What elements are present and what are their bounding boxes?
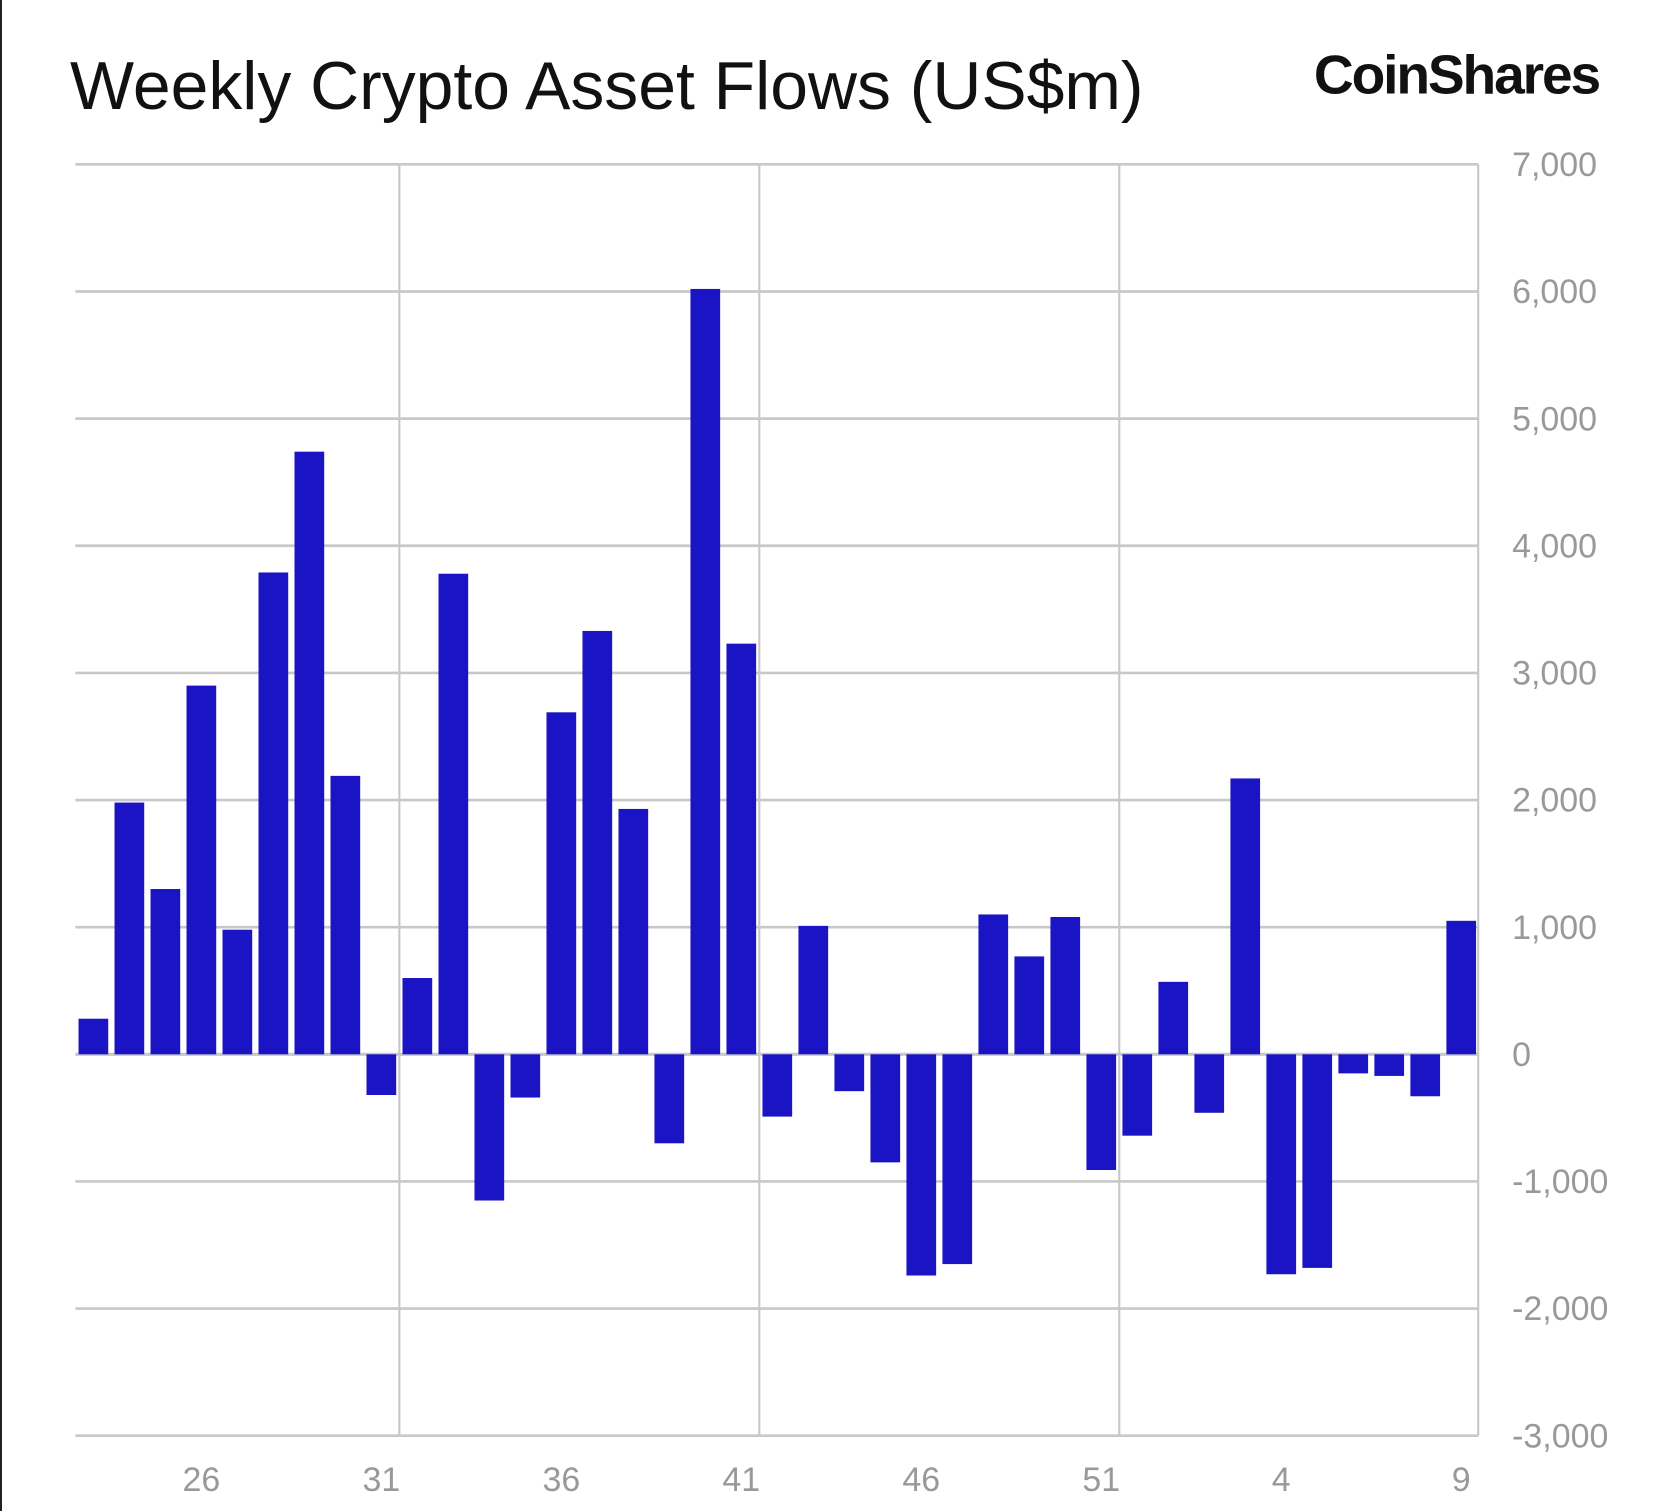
x-tick-label: 26 [182,1461,220,1499]
bar-week-31 [366,1054,397,1095]
x-tick-label: 41 [722,1461,760,1499]
bar-week-27 [222,929,253,1055]
y-tick-label: -3,000 [1512,1417,1608,1455]
chart-title: Weekly Crypto Asset Flows (US$m) [70,49,1143,124]
bar-week-33 [438,573,469,1055]
y-tick-label: 7,000 [1512,146,1597,184]
x-tick-label: 4 [1272,1461,1291,1499]
y-tick-label: 5,000 [1512,400,1597,438]
bar-week-36 [546,712,577,1055]
y-tick-label: 0 [1512,1036,1531,1074]
bar-week-9 [1446,920,1477,1055]
bar-week-24 [114,802,145,1055]
bar-week-41 [726,643,757,1055]
bar-week-40 [690,288,721,1055]
bar-week-43 [798,925,829,1055]
bar-week-51 [1086,1054,1117,1171]
bar-week-29 [294,451,325,1055]
bar-week-42 [762,1054,793,1117]
y-tick-label: -2,000 [1512,1290,1608,1328]
bar-week-23 [78,1018,109,1055]
x-tick-label: 31 [362,1461,400,1499]
y-tick-label: -1,000 [1512,1163,1608,1201]
x-tick-label: 9 [1452,1461,1471,1499]
bar-week-25 [150,889,181,1055]
bar-week-47 [942,1054,973,1265]
bar-week-26 [186,685,217,1055]
bar-week-48 [978,914,1009,1055]
x-tick-label: 36 [542,1461,580,1499]
coinshares-logo: CoinShares [1314,43,1600,105]
bar-week-45 [870,1054,901,1163]
bar-week-32 [402,978,433,1055]
bar-week-5 [1302,1054,1333,1268]
bar-week-46 [906,1054,937,1276]
y-tick-label: 3,000 [1512,655,1597,693]
bar-week-39 [654,1054,685,1144]
bar-week-38 [618,808,649,1055]
bar-week-49 [1014,956,1045,1055]
bar-week-50 [1050,916,1081,1055]
y-tick-label: 6,000 [1512,273,1597,311]
bar-week-2 [1194,1054,1225,1113]
bar-week-30 [330,775,361,1055]
x-tick-label: 51 [1082,1461,1120,1499]
y-tick-label: 2,000 [1512,782,1597,820]
y-tick-label: 4,000 [1512,527,1597,565]
bar-week-1 [1158,981,1189,1055]
bar-week-28 [258,572,289,1055]
bar-week-4 [1266,1054,1297,1275]
y-tick-label: 1,000 [1512,909,1597,947]
bar-week-37 [582,630,613,1055]
bar-week-7 [1374,1054,1405,1076]
x-tick-label: 46 [902,1461,940,1499]
bar-week-8 [1410,1054,1441,1097]
bar-week-3 [1230,778,1261,1055]
bar-week-34 [474,1054,505,1201]
bar-week-52 [1122,1054,1153,1136]
bar-week-44 [834,1054,865,1092]
bar-week-6 [1338,1054,1369,1074]
bar-week-35 [510,1054,541,1098]
